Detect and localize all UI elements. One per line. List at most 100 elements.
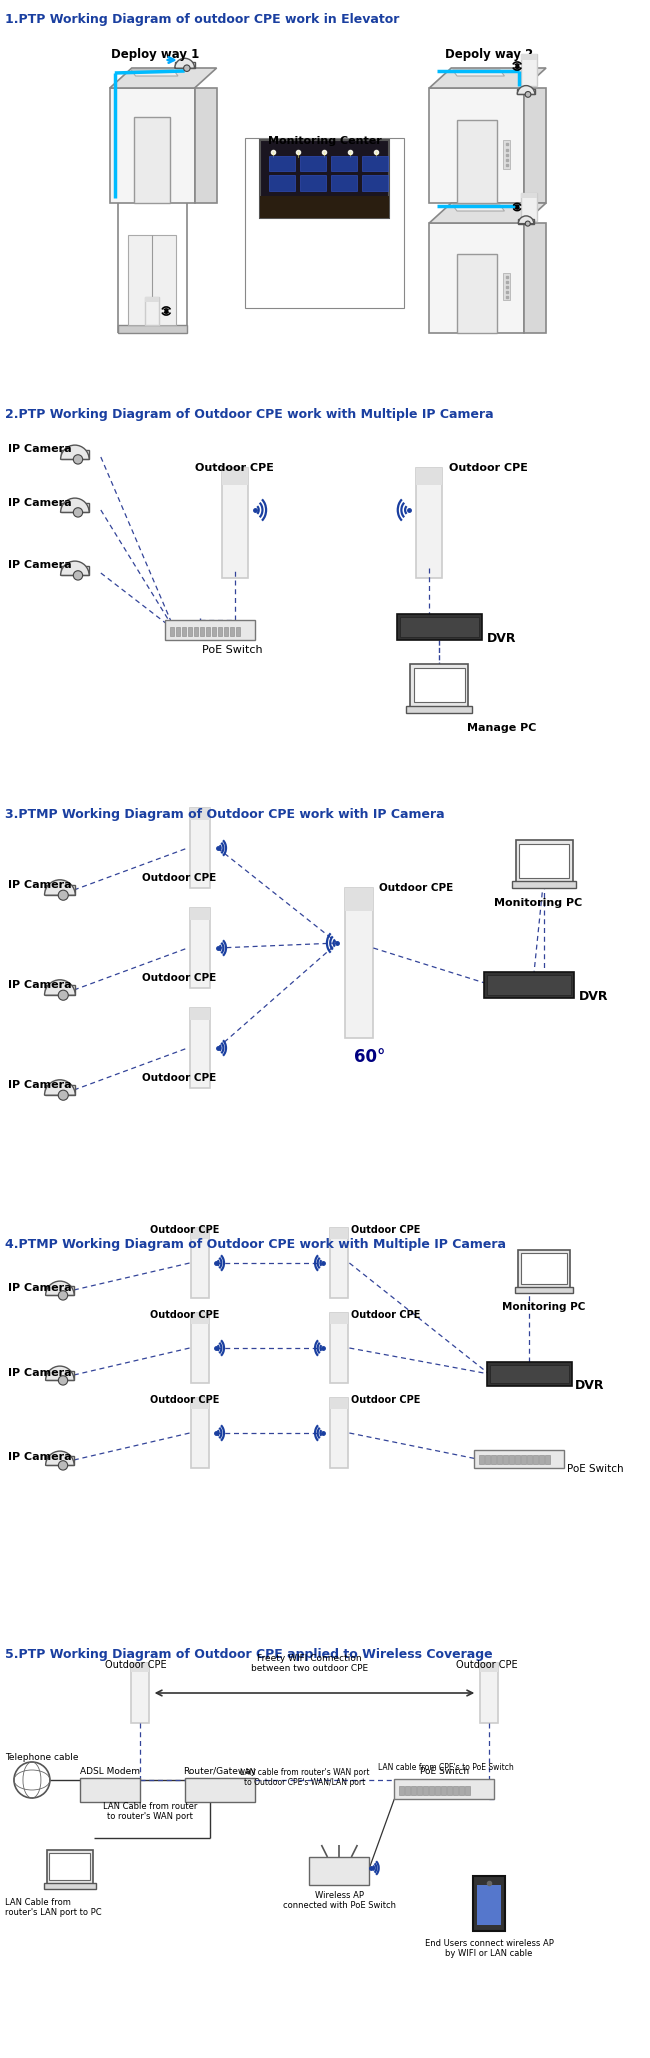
- Polygon shape: [131, 70, 178, 76]
- Text: IP Camera: IP Camera: [8, 498, 72, 508]
- Text: LAN Cable from router
to router's WAN port: LAN Cable from router to router's WAN po…: [103, 1803, 197, 1821]
- Bar: [190, 1313, 209, 1383]
- Bar: [521, 1455, 526, 1463]
- Bar: [345, 887, 373, 910]
- Text: Freety WIFI Connection
between two outdoor CPE: Freety WIFI Connection between two outdo…: [251, 1653, 368, 1673]
- Text: Outdoor CPE: Outdoor CPE: [449, 463, 528, 473]
- Bar: [512, 881, 576, 887]
- Bar: [212, 628, 216, 636]
- Bar: [453, 1786, 458, 1795]
- Bar: [190, 1008, 210, 1089]
- Bar: [509, 1455, 514, 1463]
- Text: Outdoor CPE: Outdoor CPE: [352, 1225, 421, 1235]
- Bar: [515, 840, 573, 883]
- Bar: [300, 156, 326, 171]
- Bar: [400, 617, 478, 638]
- Bar: [46, 1371, 74, 1381]
- Bar: [477, 1885, 501, 1924]
- Bar: [503, 1455, 508, 1463]
- Bar: [521, 193, 537, 198]
- Bar: [521, 1253, 567, 1284]
- Bar: [190, 1397, 209, 1408]
- Text: PoE Switch: PoE Switch: [202, 644, 263, 654]
- Text: Router/Gateway: Router/Gateway: [183, 1768, 256, 1776]
- Bar: [479, 1455, 484, 1463]
- Bar: [190, 908, 210, 988]
- Bar: [128, 235, 176, 325]
- Circle shape: [73, 570, 83, 580]
- Bar: [465, 1786, 470, 1795]
- Text: Outdoor CPE: Outdoor CPE: [380, 883, 454, 893]
- Bar: [164, 619, 255, 640]
- Text: IP Camera: IP Camera: [8, 445, 72, 455]
- Bar: [503, 140, 510, 169]
- Bar: [44, 1085, 75, 1095]
- Circle shape: [58, 1091, 68, 1101]
- Bar: [80, 1778, 140, 1803]
- Polygon shape: [524, 222, 546, 333]
- Text: IP Camera: IP Camera: [8, 560, 72, 570]
- Text: Outdoor CPE: Outdoor CPE: [352, 1311, 421, 1319]
- Bar: [503, 272, 510, 300]
- Bar: [515, 1455, 519, 1463]
- Bar: [417, 1786, 422, 1795]
- Bar: [497, 1455, 502, 1463]
- Bar: [489, 1364, 569, 1383]
- Bar: [176, 628, 180, 636]
- Bar: [235, 628, 240, 636]
- Bar: [60, 504, 89, 512]
- Bar: [229, 628, 234, 636]
- Wedge shape: [46, 1280, 74, 1294]
- Bar: [145, 296, 159, 325]
- Bar: [118, 325, 187, 333]
- Text: DVR: DVR: [579, 990, 608, 1002]
- Wedge shape: [46, 1367, 74, 1381]
- Circle shape: [14, 1762, 50, 1799]
- Bar: [330, 1397, 348, 1467]
- Bar: [331, 156, 357, 171]
- Text: IP Camera: IP Camera: [8, 881, 72, 889]
- Text: DVR: DVR: [575, 1379, 604, 1391]
- Text: Outdoor CPE: Outdoor CPE: [352, 1395, 421, 1406]
- Text: IP Camera: IP Camera: [8, 1282, 72, 1292]
- Bar: [46, 1286, 74, 1294]
- Circle shape: [58, 1375, 68, 1385]
- Text: Outdoor CPE: Outdoor CPE: [150, 1311, 219, 1319]
- Bar: [515, 1286, 573, 1292]
- Text: Telephone cable: Telephone cable: [5, 1753, 79, 1762]
- Bar: [60, 451, 89, 459]
- Bar: [429, 1786, 434, 1795]
- Polygon shape: [429, 222, 524, 333]
- Bar: [330, 1313, 348, 1383]
- Bar: [135, 117, 170, 204]
- Bar: [473, 1877, 505, 1930]
- Bar: [194, 628, 198, 636]
- Wedge shape: [46, 1451, 74, 1465]
- Text: Outdoor CPE: Outdoor CPE: [150, 1395, 219, 1406]
- Bar: [517, 88, 535, 95]
- Bar: [331, 175, 357, 191]
- Text: LAN cable from CPE's to PoE Switch: LAN cable from CPE's to PoE Switch: [378, 1764, 514, 1772]
- Bar: [300, 175, 326, 191]
- Circle shape: [525, 91, 531, 97]
- Text: Wireless AP
connected with PoE Switch: Wireless AP connected with PoE Switch: [283, 1891, 396, 1910]
- Bar: [457, 253, 497, 333]
- Wedge shape: [175, 58, 194, 68]
- Bar: [185, 1778, 255, 1803]
- Bar: [200, 628, 204, 636]
- Bar: [46, 1457, 74, 1465]
- Text: IP Camera: IP Camera: [8, 1453, 72, 1461]
- Bar: [44, 986, 75, 996]
- Circle shape: [183, 66, 190, 72]
- Bar: [457, 119, 497, 204]
- Polygon shape: [110, 88, 194, 204]
- Bar: [521, 193, 537, 220]
- Text: Monitoring Center: Monitoring Center: [268, 136, 382, 146]
- Bar: [480, 1663, 498, 1723]
- Text: Outdoor CPE: Outdoor CPE: [142, 873, 216, 883]
- Bar: [222, 467, 248, 578]
- Bar: [539, 1455, 543, 1463]
- Wedge shape: [60, 445, 89, 459]
- Bar: [447, 1786, 452, 1795]
- Text: ADSL Modem: ADSL Modem: [80, 1768, 140, 1776]
